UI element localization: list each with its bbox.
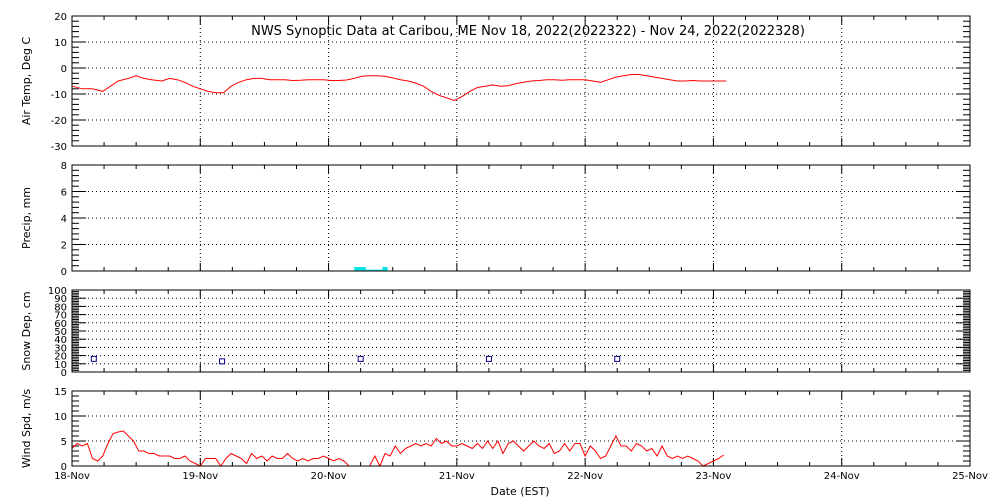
snow-point	[357, 355, 364, 362]
x-tick-label: 18-Nov	[54, 471, 90, 482]
panel-1: -30 -20 -10 0 10 20 Air Temp, Deg C	[20, 12, 971, 153]
panel-4: 0 5 10 15 Wind Spd, m/s	[20, 387, 971, 473]
snow-point	[90, 355, 97, 362]
y-tick-label: 100	[48, 286, 67, 297]
x-tick-label: 20-Nov	[311, 471, 347, 482]
panel-2: 0 2 4 6 8 Precip, mm	[20, 161, 971, 278]
panel-frame	[71, 390, 971, 467]
chart-title: NWS Synoptic Data at Caribou, ME Nov 18,…	[251, 24, 805, 39]
y-tick-label: 10	[54, 38, 67, 49]
y-tick-label: 20	[54, 12, 67, 23]
y-tick-label: 80	[54, 302, 67, 313]
y-tick-label: 4	[61, 214, 67, 225]
y-tick-label: 0	[61, 267, 67, 278]
y-tick-label: 0	[61, 368, 67, 379]
y-tick-label: 10	[54, 360, 67, 371]
precip-bar	[382, 267, 388, 271]
y-axis-label: Wind Spd, m/s	[20, 389, 33, 469]
x-tick-label: 19-Nov	[182, 471, 218, 482]
panel-frame	[71, 289, 971, 373]
x-tick-label: 22-Nov	[567, 471, 603, 482]
y-axis-label: Precip, mm	[20, 187, 33, 249]
y-tick-label: 15	[54, 387, 67, 398]
y-axis-label: Snow Dep, cm	[20, 291, 33, 370]
y-tick-label: 30	[54, 343, 67, 354]
y-tick-label: 20	[54, 352, 67, 363]
series-line	[71, 430, 724, 468]
panel-frame	[71, 164, 971, 272]
y-tick-label: -10	[51, 90, 67, 101]
precip-bar	[354, 267, 366, 271]
y-tick-label: 50	[54, 327, 67, 338]
panel-frame	[71, 15, 971, 147]
y-tick-label: 10	[54, 412, 67, 423]
series-line	[71, 74, 727, 102]
snow-point	[219, 358, 226, 365]
y-axis-label: Air Temp, Deg C	[20, 37, 33, 126]
snow-point	[485, 355, 492, 362]
snow-point	[614, 355, 621, 362]
x-tick-label: 23-Nov	[695, 471, 731, 482]
y-tick-label: 2	[61, 241, 67, 252]
y-tick-label: 70	[54, 311, 67, 322]
x-axis-label: Date (EST)	[490, 485, 549, 498]
y-tick-label: 90	[54, 294, 67, 305]
y-tick-label: 60	[54, 319, 67, 330]
y-tick-label: -30	[51, 142, 67, 153]
y-tick-label: -20	[51, 116, 67, 127]
x-tick-label: 24-Nov	[824, 471, 860, 482]
y-tick-label: 40	[54, 335, 67, 346]
precip-bar	[365, 269, 383, 271]
x-tick-label: 25-Nov	[952, 471, 988, 482]
y-tick-label: 6	[61, 188, 67, 199]
y-tick-label: 0	[61, 64, 67, 75]
y-tick-label: 5	[61, 437, 67, 448]
y-tick-label: 0	[61, 462, 67, 473]
x-tick-label: 21-Nov	[439, 471, 475, 482]
y-tick-label: 8	[61, 161, 67, 172]
